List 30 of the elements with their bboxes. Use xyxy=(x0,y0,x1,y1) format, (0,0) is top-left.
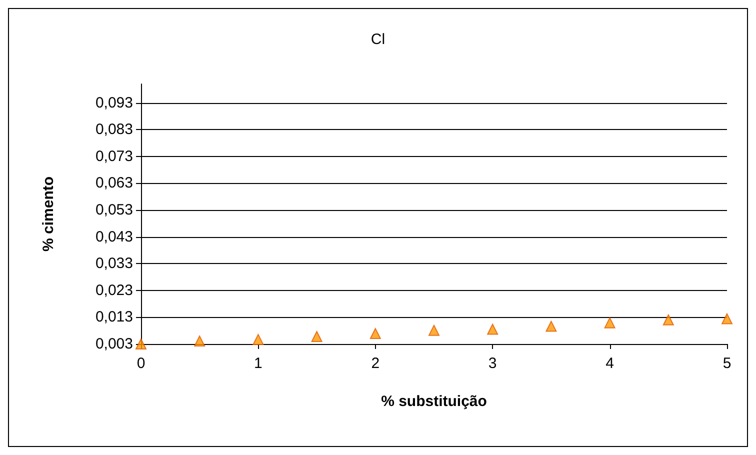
y-tick-label: 0,013 xyxy=(95,308,133,326)
x-tick-label: 1 xyxy=(254,355,262,372)
point xyxy=(370,328,381,340)
point xyxy=(662,314,674,326)
y-tick-label: 0,083 xyxy=(95,121,133,138)
point xyxy=(252,334,264,345)
point xyxy=(604,317,616,328)
x-tick-label: 2 xyxy=(371,355,380,372)
point xyxy=(194,336,206,347)
point xyxy=(428,324,440,336)
y-tick-label: 0,023 xyxy=(95,282,133,299)
point xyxy=(311,330,322,342)
y-tick-label: 0,063 xyxy=(95,174,133,192)
y-tick-label: 0,053 xyxy=(95,201,133,218)
y-tick-label: 0,093 xyxy=(95,94,133,112)
x-tick-label: 5 xyxy=(722,355,732,372)
chart-title: Cl xyxy=(370,31,386,48)
point xyxy=(487,324,498,335)
y-tick-label: 0,033 xyxy=(95,255,133,272)
y-axis-title: % cimento xyxy=(40,176,57,252)
y-tick-label: 0,003 xyxy=(95,336,133,352)
x-tick-label: 0 xyxy=(136,355,146,372)
point xyxy=(546,320,557,332)
y-tick-label: 0,043 xyxy=(95,228,133,246)
point xyxy=(136,338,146,350)
x-tick-label: 4 xyxy=(606,355,614,372)
point xyxy=(722,313,732,324)
x-axis-title: % substituição xyxy=(381,393,487,410)
x-tick-label: 3 xyxy=(488,355,497,372)
y-tick-label: 0,073 xyxy=(95,148,133,165)
